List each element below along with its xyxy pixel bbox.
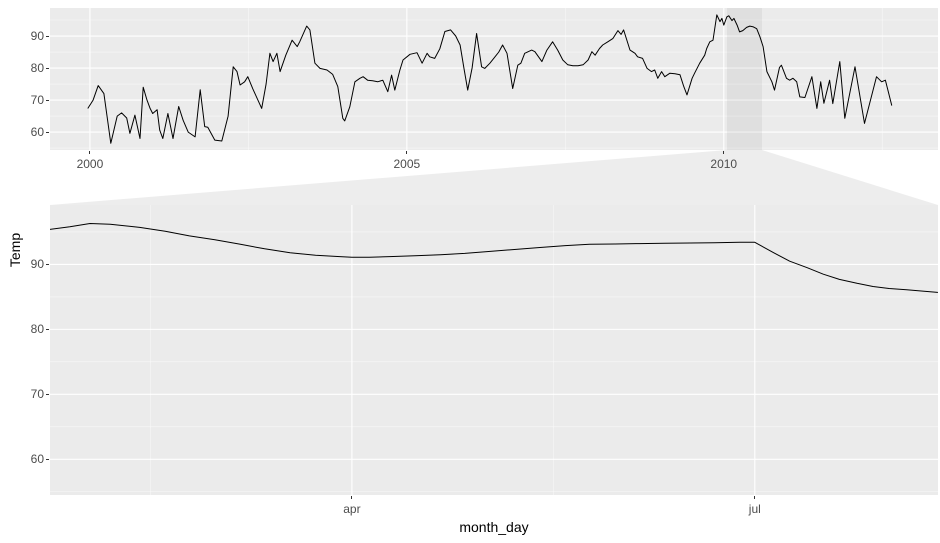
y-tick-mark <box>46 328 49 330</box>
y-tick-mark <box>46 263 49 265</box>
x-tick-mark <box>89 151 91 154</box>
y-tick-mark <box>46 67 49 69</box>
zoom-panel <box>50 205 938 495</box>
zoom-y-tick-label-60: 60 <box>30 452 44 467</box>
zoom-y-tick-label-70: 70 <box>30 387 44 402</box>
zoom-temp-line <box>50 223 938 293</box>
y-axis-title: Temp <box>7 232 23 268</box>
x-axis-title: month_day <box>459 519 529 535</box>
y-tick-mark <box>46 131 49 133</box>
x-tick-mark <box>406 151 408 154</box>
overview-x-tick-label-2005: 2005 <box>393 157 421 171</box>
zoom-x-tick-label-jul: jul <box>748 502 761 516</box>
zoom-x-tick-label-apr: apr <box>343 502 361 516</box>
overview-y-tick-label-70: 70 <box>30 93 44 108</box>
overview-y-tick-label-90: 90 <box>30 29 44 44</box>
overview-y-tick-label-80: 80 <box>30 61 44 76</box>
y-tick-mark <box>46 35 49 37</box>
y-tick-mark <box>46 458 49 460</box>
overview-x-tick-label-2000: 2000 <box>76 157 104 171</box>
overview-panel <box>50 8 938 150</box>
y-tick-mark <box>46 99 49 101</box>
y-tick-mark <box>46 393 49 395</box>
zoom-indicator-band <box>726 8 762 150</box>
zoom-panel-background <box>50 205 938 495</box>
overview-y-tick-label-60: 60 <box>30 125 44 140</box>
zoom-y-tick-label-80: 80 <box>30 322 44 337</box>
overview-panel-background <box>50 8 938 150</box>
x-tick-mark <box>351 496 353 499</box>
x-tick-mark <box>754 496 756 499</box>
overview-temp-line <box>87 14 893 144</box>
